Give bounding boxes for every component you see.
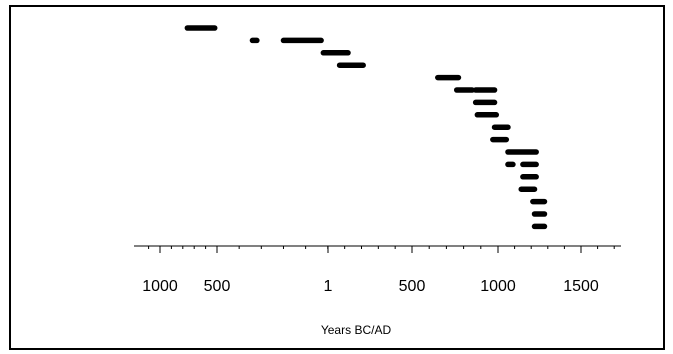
range-bar — [472, 99, 498, 106]
range-bar — [530, 198, 548, 205]
range-row — [249, 37, 324, 44]
range-bar — [518, 186, 538, 192]
x-axis-title: Years BC/AD — [321, 323, 392, 337]
range-bar — [435, 74, 462, 81]
range-row — [490, 136, 510, 143]
range-row — [474, 112, 500, 118]
range-row — [518, 186, 538, 192]
chart-svg: 1000 500 1 500 1000 1500 Years BC/AD — [134, 25, 621, 337]
range-row — [531, 211, 548, 217]
range-row — [491, 124, 511, 130]
range-bar — [491, 124, 511, 130]
range-bar — [520, 174, 539, 180]
range-row — [472, 99, 498, 106]
range-bar — [505, 149, 539, 155]
range-bar — [531, 211, 548, 217]
range-row — [531, 223, 548, 230]
range-bar — [531, 223, 548, 230]
range-row — [505, 149, 539, 155]
range-bar — [474, 112, 500, 118]
range-bar — [490, 136, 510, 143]
chart-frame: 1000 500 1 500 1000 1500 Years BC/AD — [9, 5, 665, 350]
range-bar — [280, 37, 324, 44]
x-axis-tick-labels: 1000 500 1 500 1000 1500 — [142, 278, 599, 295]
range-bar — [336, 62, 366, 68]
range-row — [520, 174, 539, 180]
x-axis-tick-label: 500 — [399, 278, 426, 295]
range-row — [453, 87, 498, 93]
x-axis-tick-label: 1500 — [563, 278, 599, 295]
range-row — [184, 25, 218, 31]
range-row — [336, 62, 366, 68]
x-axis-tick-label: 1000 — [142, 278, 178, 295]
range-bar — [320, 50, 351, 56]
range-row — [505, 161, 539, 168]
range-bar — [453, 87, 475, 93]
range-bar — [184, 25, 218, 31]
range-bar — [520, 161, 539, 168]
range-bar — [505, 161, 516, 168]
x-axis-major-ticks — [159, 246, 582, 253]
chart-marks — [184, 25, 548, 230]
range-row — [320, 50, 351, 56]
x-axis-tick-label: 1000 — [480, 278, 516, 295]
x-axis-tick-label: 500 — [204, 278, 231, 295]
x-axis: 1000 500 1 500 1000 1500 — [134, 245, 621, 295]
range-bar — [472, 87, 498, 93]
range-row — [435, 74, 462, 81]
range-bar — [249, 37, 260, 44]
range-row — [530, 198, 548, 205]
x-axis-tick-label: 1 — [324, 278, 333, 295]
